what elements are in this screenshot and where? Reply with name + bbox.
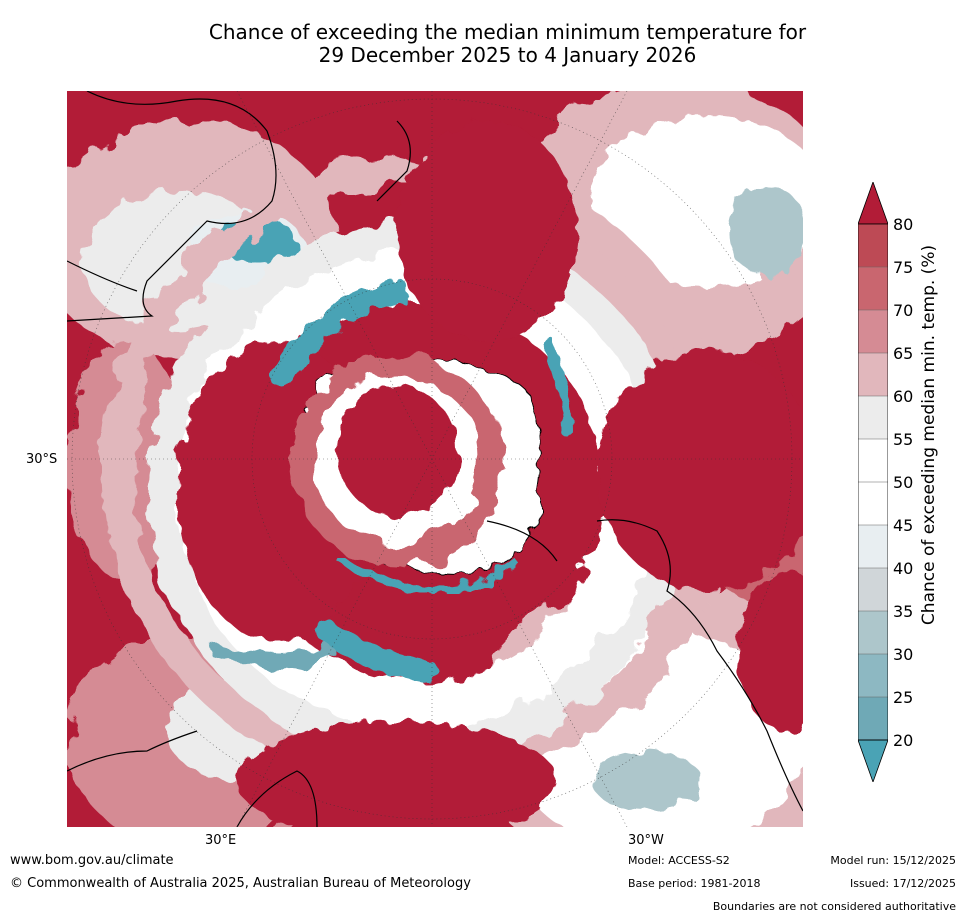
colorbar-band-40-45 (858, 525, 888, 568)
title-line-1: Chance of exceeding the median minimum t… (208, 20, 807, 44)
colorbar-tick-65: 65 (893, 344, 914, 363)
title-line-2: 29 December 2025 to 4 January 2026 (318, 43, 697, 67)
website-link[interactable]: www.bom.gov.au/climate (10, 853, 174, 868)
coast-africa-south (236, 770, 318, 827)
legend-colorbar (858, 182, 888, 782)
map-svg (67, 91, 803, 827)
colorbar-band-50-55 (858, 439, 888, 482)
issued-date: Issued: 17/12/2025 (849, 877, 956, 890)
colorbar-tick-40: 40 (893, 559, 914, 578)
colorbar-band-60-65 (858, 353, 888, 396)
antarctica (291, 355, 558, 596)
colorbar-tick-25: 25 (893, 688, 914, 707)
colorbar-band-55-60 (858, 396, 888, 439)
colorbar-band-75-80 (858, 224, 888, 267)
colorbar-tick-30: 30 (893, 645, 914, 664)
colorbar-band-20-25 (858, 697, 888, 740)
colorbar-tick-50: 50 (893, 473, 914, 492)
coast-south-america (596, 519, 803, 812)
colorbar-band-65-70 (858, 310, 888, 353)
probability-map (67, 91, 803, 827)
colorbar-tick-80: 80 (893, 215, 914, 234)
colorbar-tick-55: 55 (893, 430, 914, 449)
graticule (67, 91, 803, 827)
colorbar-band-25-30 (858, 654, 888, 697)
longitude-label-30e: 30°E (205, 833, 237, 848)
colorbar-tick-75: 75 (893, 258, 914, 277)
base-period: Base period: 1981-2018 (628, 877, 761, 890)
coast-new-zealand (376, 120, 411, 202)
model-run-date: Model run: 15/12/2025 (830, 854, 956, 867)
copyright-text: © Commonwealth of Australia 2025, Austra… (10, 876, 471, 891)
chart-title: Chance of exceeding the median minimum t… (140, 21, 875, 67)
colorbar-tick-60: 60 (893, 387, 914, 406)
colorbar-tick-45: 45 (893, 516, 914, 535)
coast-australia (67, 91, 277, 322)
colorbar-tick-20: 20 (893, 731, 914, 750)
field-teal-arcs (210, 279, 573, 682)
colorbar-band-45-50 (858, 482, 888, 525)
latitude-label: 30°S (26, 452, 58, 467)
colorbar-band-35-40 (858, 568, 888, 611)
colorbar-title-text: Chance of exceeding median min. temp. (%… (919, 244, 939, 626)
longitude-label-30w: 30°W (628, 833, 664, 848)
boundaries-disclaimer: Boundaries are not considered authoritat… (712, 900, 956, 913)
colorbar-tick-35: 35 (893, 602, 914, 621)
colorbar-band-70-75 (858, 267, 888, 310)
coast-africa-west (67, 730, 198, 772)
model-name: Model: ACCESS-S2 (628, 854, 730, 867)
colorbar-band-30-35 (858, 611, 888, 654)
colorbar-extend-low (858, 739, 888, 782)
colorbar-extend-high (858, 182, 888, 225)
coast-australia-south (67, 260, 138, 292)
colorbar-tick-70: 70 (893, 301, 914, 320)
coastlines (67, 91, 803, 827)
